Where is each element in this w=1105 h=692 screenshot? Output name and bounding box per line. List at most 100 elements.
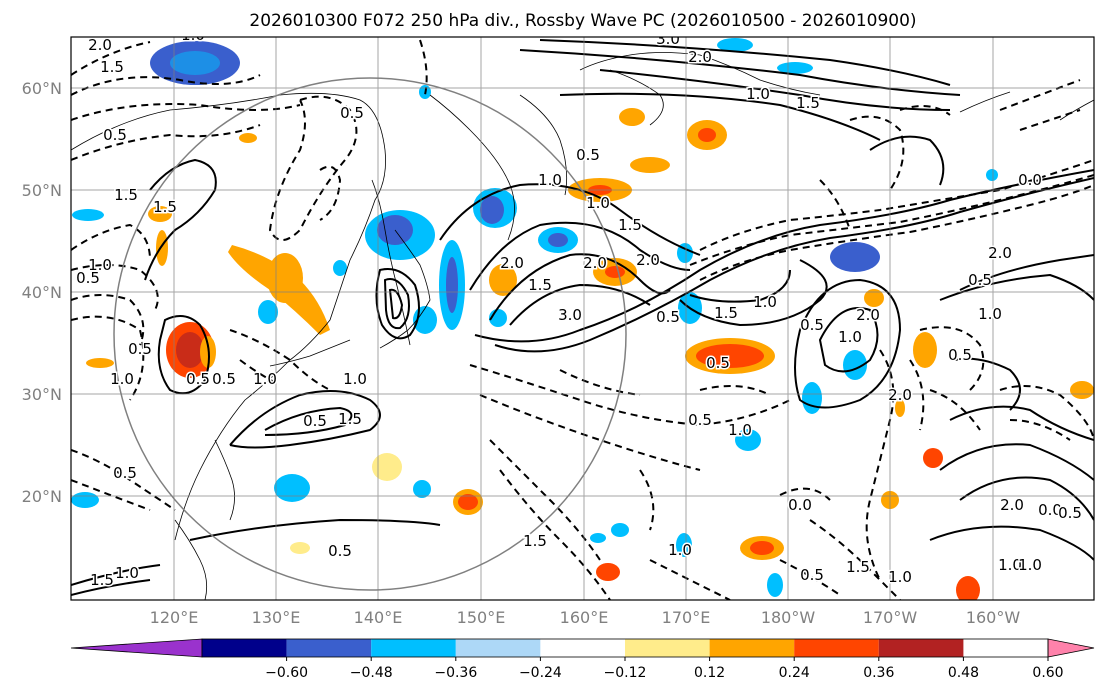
map-area: 2.01.51.00.53.02.01.0 1.50.51.51.51.00.50… <box>71 26 1094 600</box>
contour-label: 1.5 <box>523 532 547 550</box>
contour-label: 0.5 <box>340 104 364 122</box>
contour-label: 1.0 <box>586 194 610 212</box>
contour-label: 1.5 <box>114 186 138 204</box>
contour-label: 0.5 <box>212 370 236 388</box>
contour-label: 2.0 <box>1000 496 1024 514</box>
contour-label: 1.0 <box>746 85 770 103</box>
contour-label: 1.0 <box>888 568 912 586</box>
contour-label: 0.5 <box>303 412 327 430</box>
lon-label: 140°E <box>354 608 403 627</box>
contour-label: 1.5 <box>338 410 362 428</box>
contour-label: 0.5 <box>948 346 972 364</box>
map-frame <box>70 36 1095 601</box>
colorbar-segment <box>202 639 287 657</box>
coastlines <box>71 52 1094 600</box>
positive-contours <box>71 39 1094 596</box>
lon-label: 170°E <box>662 608 711 627</box>
contour-label: 1.5 <box>846 558 870 576</box>
colorbar-segment <box>878 639 964 657</box>
lat-label: 50°N <box>22 181 62 200</box>
contour-labels: 2.01.51.00.53.02.01.0 1.50.51.51.51.00.50… <box>75 26 1084 591</box>
lat-label: 20°N <box>22 487 62 506</box>
colorbar-segment <box>455 639 541 657</box>
contour-label: 0.0 <box>1018 171 1042 189</box>
contour-label: 2.0 <box>688 48 712 66</box>
contour-label: 1.5 <box>153 198 177 216</box>
contour-label: 1.5 <box>100 58 124 76</box>
lat-label: 60°N <box>22 79 62 98</box>
colorbar-tick-label: −0.12 <box>604 665 647 681</box>
colorbar-segment <box>794 639 879 657</box>
contour-label: 1.0 <box>753 293 777 311</box>
contour-label: 1.0 <box>110 370 134 388</box>
colorbar-tick-label: 0.36 <box>863 665 894 681</box>
contour-label: 1.0 <box>1018 556 1042 574</box>
colorbar-tick-label: −0.48 <box>350 665 393 681</box>
contour-label: 1.0 <box>343 370 367 388</box>
convergence-area <box>717 38 753 52</box>
colorbar: −0.60 −0.48 −0.36 −0.24 −0.12 0.12 0.24 0.36 0.4… <box>70 638 1095 681</box>
contour-label: 0.5 <box>800 566 824 584</box>
colorbar-segment <box>371 639 456 657</box>
contour-label: 2.0 <box>636 251 660 269</box>
lon-label: 150°E <box>457 608 506 627</box>
contour-label: 1.0 <box>838 328 862 346</box>
lon-label: 170°W <box>863 608 918 627</box>
contour-label: 1.0 <box>253 370 277 388</box>
colorbar-extend-high <box>1047 638 1095 658</box>
contour-label: 2.0 <box>583 254 607 272</box>
colorbar-segment <box>709 639 795 657</box>
contour-label: 0.5 <box>186 370 210 388</box>
lon-label: 180°W <box>761 608 816 627</box>
contour-label: 1.0 <box>115 564 139 582</box>
colorbar-tick-label: 0.12 <box>694 665 725 681</box>
lon-label: 120°E <box>150 608 199 627</box>
lat-label: 40°N <box>22 283 62 302</box>
contour-label: 1.0 <box>998 556 1022 574</box>
radius-circle <box>113 77 627 591</box>
contour-label: 0.5 <box>128 340 152 358</box>
colorbar-extend-low <box>70 638 203 658</box>
negative-contours <box>71 39 1094 600</box>
contour-label: 0.5 <box>706 354 730 372</box>
contour-label: 1.0 <box>538 171 562 189</box>
contour-label: 2.0 <box>988 244 1012 262</box>
contour-label: 0.5 <box>576 146 600 164</box>
contour-label: 0.5 <box>328 542 352 560</box>
colorbar-segment <box>540 639 625 657</box>
contour-label: 0.5 <box>800 316 824 334</box>
contour-label: 3.0 <box>558 306 582 324</box>
colorbar-tick-label: 0.48 <box>948 665 979 681</box>
lon-axis: 120°E 130°E 140°E 150°E 160°E 170°E 180°… <box>150 608 1021 627</box>
lat-label: 30°N <box>22 385 62 404</box>
contour-label: 0.5 <box>688 411 712 429</box>
colorbar-segment <box>625 639 710 657</box>
colorbar-tick-label: −0.36 <box>434 665 477 681</box>
contour-label: 0.5 <box>656 308 680 326</box>
map-title: 2026010300 F072 250 hPa div., Rossby Wav… <box>249 11 916 31</box>
lon-label: 130°E <box>252 608 301 627</box>
contour-label: 0.5 <box>968 271 992 289</box>
contour-label: 2.0 <box>856 306 880 324</box>
lat-axis: 60°N 50°N 40°N 30°N 20°N <box>22 79 62 506</box>
contour-label: 1.0 <box>181 26 205 44</box>
colorbar-tick-label: 0.24 <box>779 665 810 681</box>
contour-label: 2.0 <box>888 386 912 404</box>
contour-label: 1.5 <box>618 216 642 234</box>
contour-label: 0.5 <box>103 126 127 144</box>
contour-label: 1.0 <box>88 256 112 274</box>
colorbar-tick-label: −0.60 <box>265 665 308 681</box>
contour-label: 1.5 <box>714 304 738 322</box>
contour-label: 1.0 <box>978 305 1002 323</box>
contour-label: 1.0 <box>728 421 752 439</box>
contour-label: 1.0 <box>668 541 692 559</box>
contour-label: 0.5 <box>1058 504 1082 522</box>
colorbar-tick-label: −0.24 <box>519 665 562 681</box>
contour-label: 1.5 <box>796 94 820 112</box>
contour-label: 1.5 <box>528 276 552 294</box>
contour-label: 0.5 <box>76 269 100 287</box>
contour-label: 3.0 <box>656 30 680 48</box>
lon-label: 160°W <box>966 608 1021 627</box>
contour-label: 0.0 <box>1038 501 1062 519</box>
